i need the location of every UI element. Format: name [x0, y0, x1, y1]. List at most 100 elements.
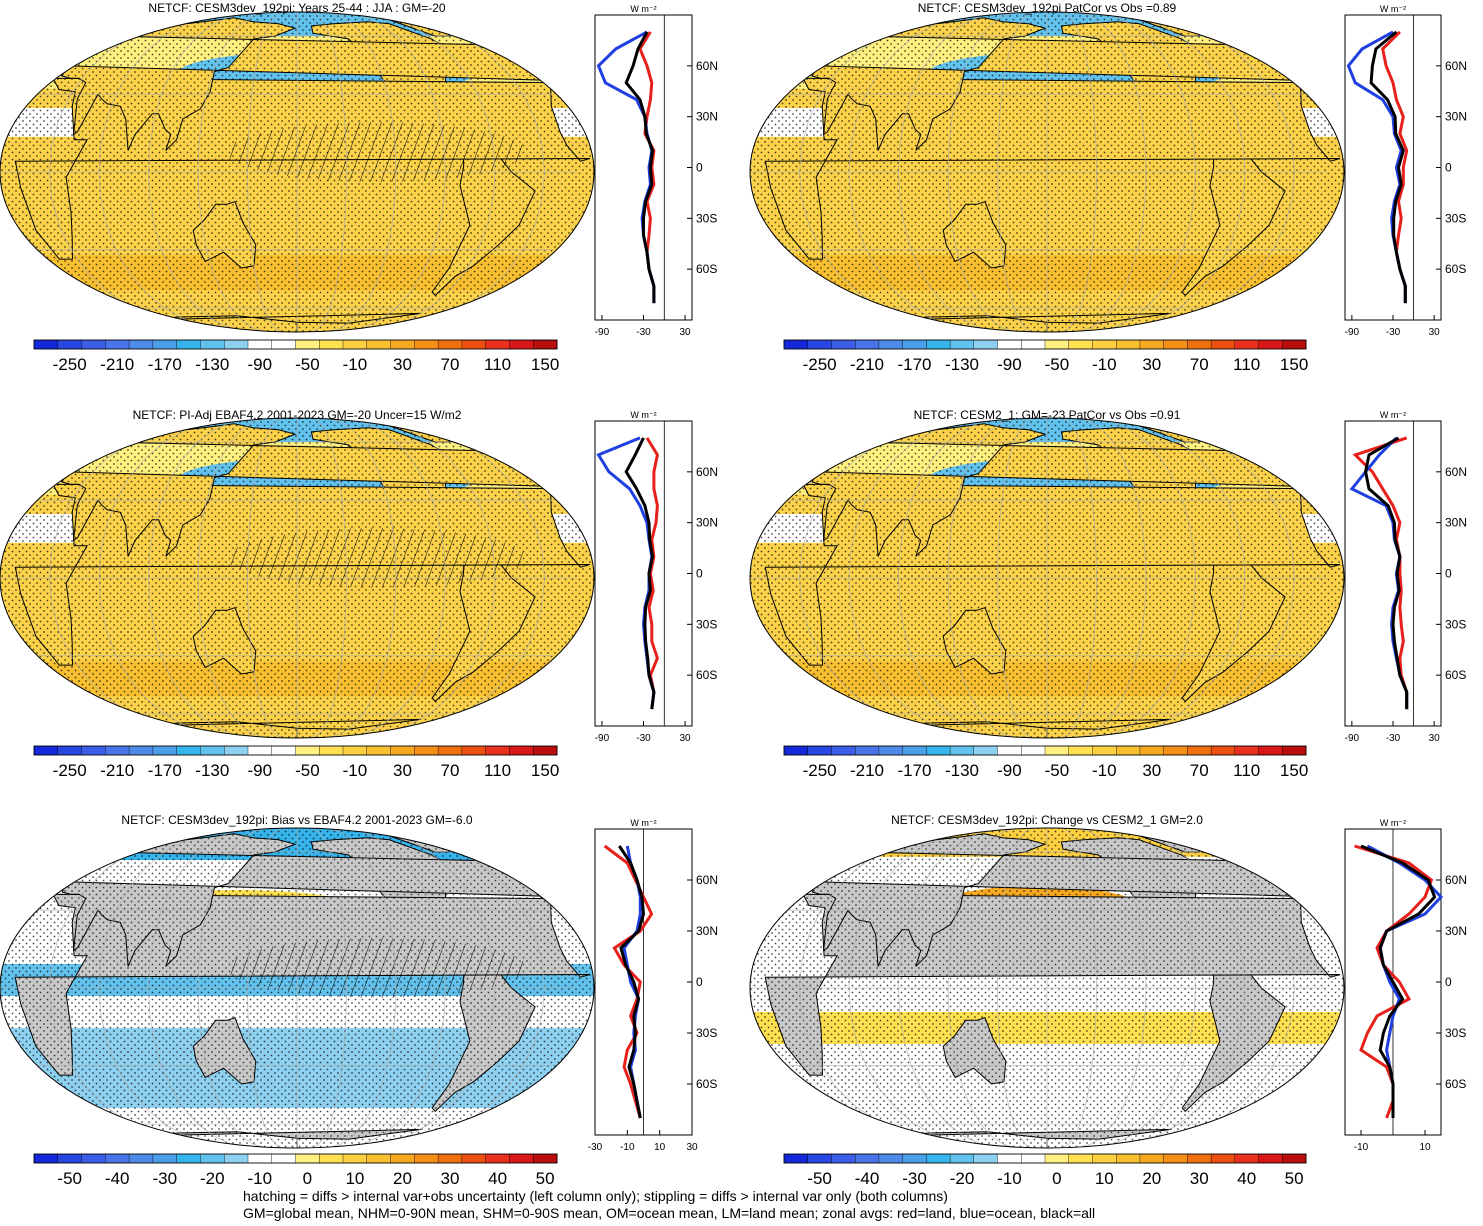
colorbar-cell: [1068, 1153, 1093, 1164]
units-label: W m⁻²: [630, 4, 656, 14]
colorbar-label: 70: [441, 355, 460, 374]
colorbar-cell: [783, 745, 809, 756]
zonal-series-2: [1360, 844, 1437, 1118]
colorbar-cell: [1282, 1153, 1307, 1164]
ytick-label: 30N: [1445, 924, 1467, 938]
colorbar-cell: [533, 339, 558, 350]
colorbar-label: 50: [1285, 1169, 1304, 1188]
colorbar-cell: [1044, 1153, 1070, 1164]
zonal-series-2: [1364, 436, 1409, 710]
map-outline: [749, 827, 1345, 1149]
hatch-overlay: [227, 938, 527, 998]
map-outline: [0, 417, 595, 739]
colorbar-cell: [271, 1153, 297, 1164]
colorbar-cell: [1187, 1153, 1212, 1164]
colorbar-cell: [1282, 339, 1307, 350]
colorbar-cell: [1234, 1153, 1260, 1164]
colorbar-cell: [247, 745, 273, 756]
colorbar-cell: [152, 745, 178, 756]
colorbar-outline: [33, 1153, 558, 1164]
colorbar-cell: [33, 745, 59, 756]
ytick-label: 30N: [696, 924, 718, 938]
colorbar-cell: [105, 1153, 130, 1164]
colorbar-label: -10: [343, 355, 368, 374]
ytick-label: 60S: [696, 262, 717, 276]
colorbar-cell: [902, 1153, 927, 1164]
colorbar-label: -170: [897, 355, 931, 374]
colorbar-cell: [831, 1153, 856, 1164]
map-outline: [749, 11, 1345, 333]
colorbar-label: 40: [488, 1169, 507, 1188]
colorbar-label: -250: [53, 355, 87, 374]
colorbar-cell: [128, 1153, 154, 1164]
map-p6: [750, 828, 1344, 1148]
colorbar-cell: [878, 339, 904, 350]
colorbar-cell: [997, 745, 1022, 756]
map-outline: [0, 11, 595, 333]
ytick-label: 60N: [696, 59, 718, 73]
colorbar-cell: [414, 1153, 439, 1164]
colorbar-cell: [1115, 1153, 1141, 1164]
colorbar-cell: [1092, 745, 1117, 756]
units-label: W m⁻²: [630, 410, 656, 420]
map-outline: [0, 827, 595, 1149]
zonal-series-2: [1369, 30, 1407, 304]
colorbar-cell: [1234, 339, 1260, 350]
colorbar-cell: [997, 1153, 1022, 1164]
colorbar-cell: [342, 1153, 368, 1164]
footnote-legend: GM=global mean, NHM=0-90N mean, SHM=0-90…: [243, 1205, 1096, 1221]
map-title: NETCF: CESM2_1: GM=-23 PatCor vs Obs =0.…: [914, 408, 1181, 422]
colorbar-label: -210: [100, 355, 134, 374]
colorbar-label: 30: [441, 1169, 460, 1188]
colorbar-cell: [57, 745, 83, 756]
panel-p6: NETCF: CESM3dev_192pi: Change vs CESM2_1…: [749, 813, 1467, 1188]
colorbar-cell: [949, 339, 975, 350]
colorbar-label: -10: [343, 761, 368, 780]
map-title: NETCF: CESM3dev_192pi: Years 25-44 : JJA…: [148, 1, 445, 15]
colorbar-cell: [390, 745, 415, 756]
colorbar-label: 30: [1190, 1169, 1209, 1188]
ytick-label: 30S: [696, 211, 717, 225]
colorbar-cell: [319, 339, 344, 350]
colorbar-label: -170: [148, 761, 182, 780]
colorbar-cell: [437, 339, 463, 350]
colorbar-cell: [1187, 745, 1212, 756]
ytick-label: 0: [696, 975, 703, 989]
colorbar-cell: [33, 1153, 59, 1164]
ytick-label: 30N: [696, 110, 718, 124]
colorbar-label: 0: [303, 1169, 312, 1188]
xtick-label: 30: [1429, 733, 1441, 744]
colorbar-label: 20: [393, 1169, 412, 1188]
colorbar-cell: [997, 339, 1022, 350]
colorbar-cell: [271, 339, 297, 350]
colorbar-label: 70: [441, 761, 460, 780]
colorbar-label: -30: [153, 1169, 178, 1188]
colorbar-cell: [1139, 745, 1165, 756]
colorbar-label: -130: [195, 761, 229, 780]
colorbar-cell: [1234, 745, 1260, 756]
colorbar-label: -250: [803, 761, 837, 780]
panel-p3: NETCF: PI-Adj EBAF4.2 2001-2023 GM=-20 U…: [0, 408, 718, 780]
units-label: W m⁻²: [1380, 4, 1406, 14]
colorbar-label: -20: [950, 1169, 975, 1188]
colorbar-label: 30: [393, 355, 412, 374]
colorbar-cell: [1068, 745, 1093, 756]
colorbar-label: -130: [195, 355, 229, 374]
colorbar-label: -50: [57, 1169, 82, 1188]
colorbar-label: 10: [1095, 1169, 1114, 1188]
colorbar-cell: [128, 745, 154, 756]
panel-p2: NETCF: CESM3dev_192pi PatCor vs Obs =0.8…: [749, 1, 1467, 374]
zonal-panel-p2: 60N 30N 0 30S 60S -90 -30 30 W m⁻²: [1344, 4, 1467, 338]
colorbar-cell: [247, 339, 273, 350]
units-label: W m⁻²: [1380, 410, 1406, 420]
colorbar-cell: [902, 745, 927, 756]
colorbar-outline: [783, 1153, 1307, 1164]
colorbar-cell: [1139, 1153, 1165, 1164]
units-label: W m⁻²: [1380, 818, 1406, 828]
zonal-panel-p4: 60N 30N 0 30S 60S -90 -30 30 W m⁻²: [1344, 410, 1467, 744]
colorbar-cell: [105, 339, 130, 350]
zonal-series-0: [1352, 436, 1409, 710]
colorbar-outline: [783, 339, 1307, 350]
ytick-label: 30N: [1445, 516, 1467, 530]
